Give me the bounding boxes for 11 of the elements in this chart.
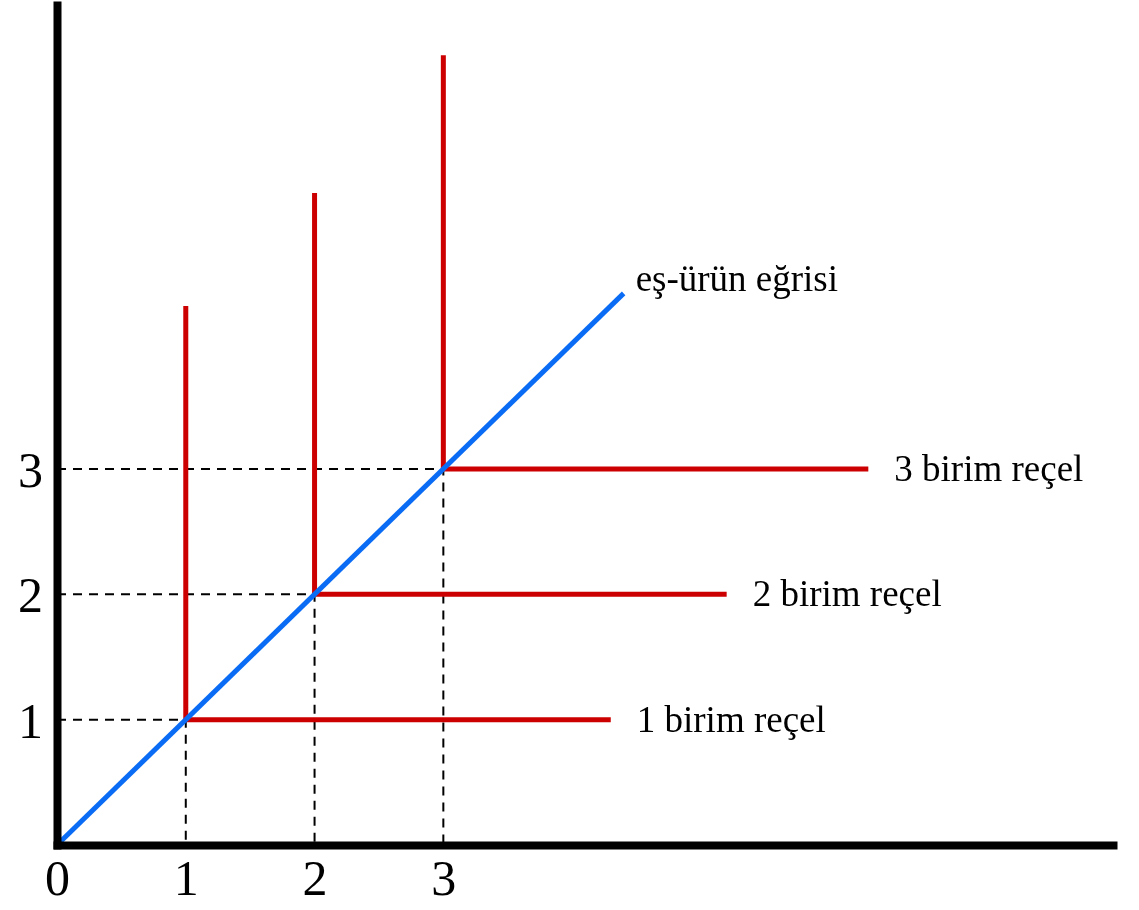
y-tick-label: 3 [18,441,43,498]
series-label: 1 birim reçel [636,698,826,740]
x-tick-label: 1 [173,849,199,906]
series-label: 2 birim reçel [752,573,942,615]
x-tick-label: 0 [45,849,70,906]
x-tick-label: 2 [302,849,328,906]
y-tick-label: 1 [18,692,43,749]
y-tick-label: 2 [18,567,43,624]
series-label: eş-ürün eğrisi [635,258,839,300]
series-label: 3 birim reçel [894,447,1084,489]
x-tick-label: 3 [431,849,457,906]
